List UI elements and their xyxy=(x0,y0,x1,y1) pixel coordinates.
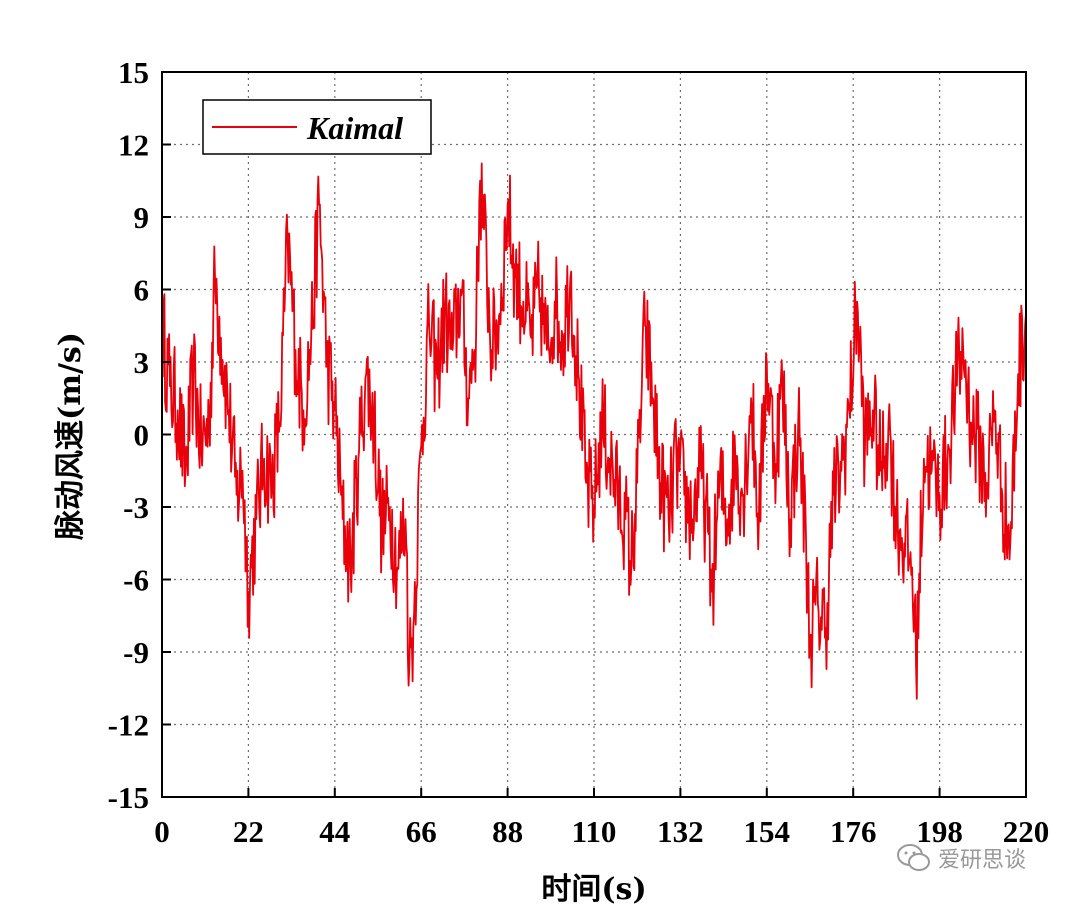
x-axis-title: 时间(s) xyxy=(541,872,646,907)
axis-ticks: 0 22 44 66 88 110 132 154 176 198 220 15 12 9 6 3 0 -3 -6 -… xyxy=(108,55,1050,849)
legend: Kaimal xyxy=(202,99,432,155)
grid-lines xyxy=(162,72,1026,797)
x-tick-label: 66 xyxy=(406,814,437,849)
series-line-kaimal xyxy=(161,162,1027,700)
x-tick-label: 132 xyxy=(657,814,704,849)
y-tick-label: -15 xyxy=(108,780,149,815)
x-tick-label: 0 xyxy=(154,814,170,849)
y-tick-label: -9 xyxy=(123,635,149,670)
x-tick-label: 88 xyxy=(492,814,523,849)
y-tick-label: 9 xyxy=(134,200,150,235)
y-axis-title: 脉动风速(m/s) xyxy=(53,332,88,540)
x-tick-label: 44 xyxy=(319,814,350,849)
y-tick-label: -12 xyxy=(108,708,149,743)
y-tick-label: -6 xyxy=(123,563,149,598)
x-tick-label: 176 xyxy=(830,814,877,849)
y-tick-label: 15 xyxy=(118,55,149,90)
y-tick-label: -3 xyxy=(123,490,149,525)
x-tick-label: 198 xyxy=(916,814,963,849)
y-tick-label: 3 xyxy=(134,345,150,380)
legend-label: Kaimal xyxy=(306,110,403,146)
x-tick-label: 22 xyxy=(233,814,264,849)
series-layer xyxy=(161,162,1027,700)
y-tick-label: 0 xyxy=(134,418,150,453)
y-tick-label: 6 xyxy=(134,273,150,308)
x-tick-label: 154 xyxy=(744,814,791,849)
y-tick-label: 12 xyxy=(118,128,149,163)
watermark: 爱研思谈 xyxy=(896,842,1026,874)
x-tick-label: 110 xyxy=(572,814,617,849)
watermark-text: 爱研思谈 xyxy=(938,848,1027,873)
x-tick-label: 220 xyxy=(1003,814,1050,849)
wechat-icon xyxy=(897,844,930,871)
